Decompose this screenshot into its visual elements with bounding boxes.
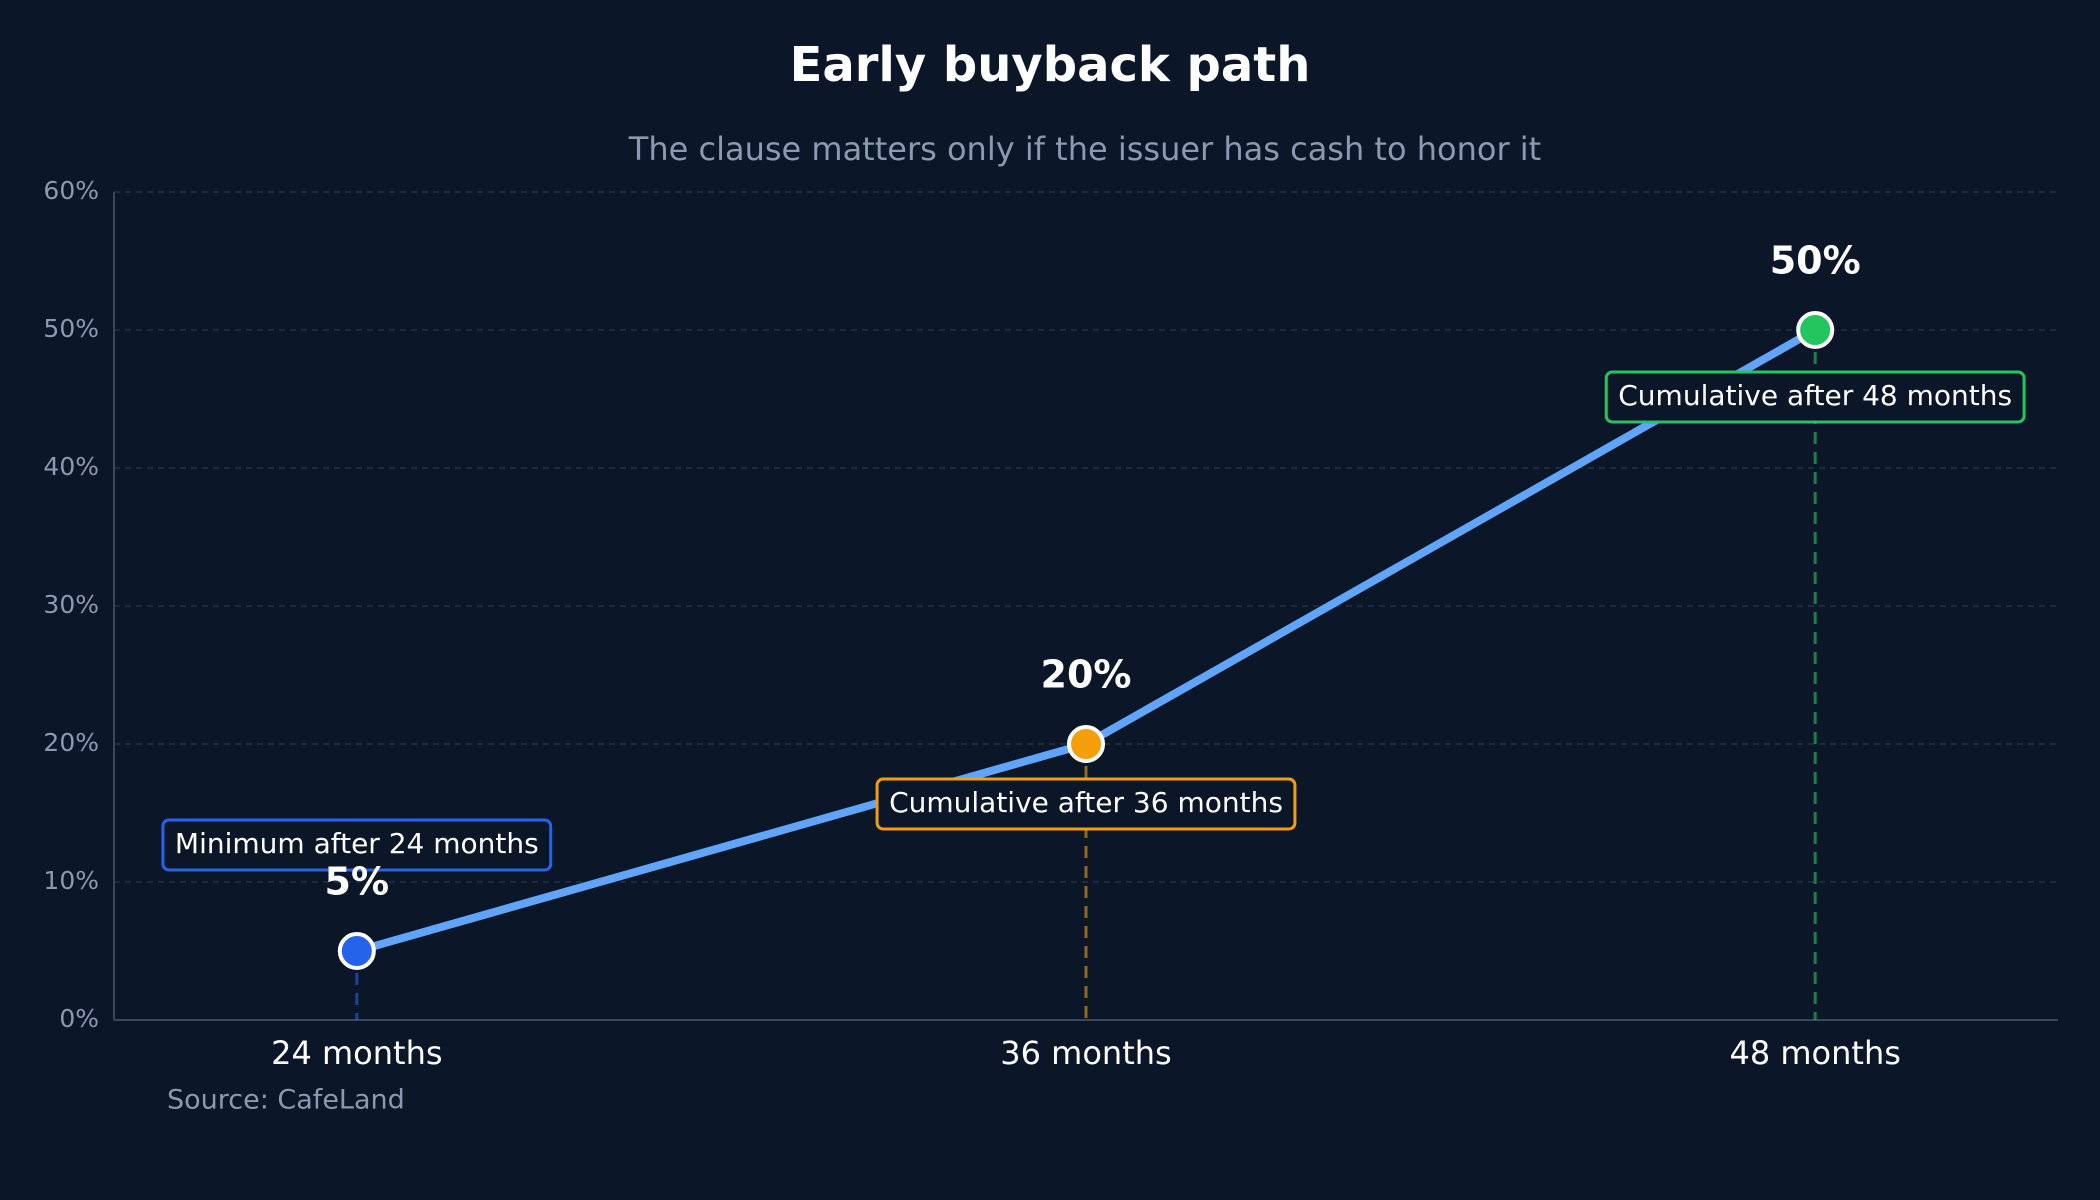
value-label: 50% [1770,239,1861,283]
annotation-text: Minimum after 24 months [175,827,539,860]
annotation-text: Cumulative after 48 months [1618,379,2012,412]
x-tick-label: 24 months [271,1034,442,1072]
y-tick-label: 50% [43,314,99,343]
x-tick-label: 36 months [1000,1034,1171,1072]
chart-title: Early buyback path [790,37,1311,93]
x-tick-label: 48 months [1729,1034,1900,1072]
annotation: Cumulative after 48 months [1604,370,2026,424]
y-tick-label: 40% [43,452,99,481]
annotation-box [161,818,553,872]
annotation: Minimum after 24 months [161,818,553,872]
value-label: 20% [1041,653,1132,697]
annotation-text: Cumulative after 36 months [889,786,1283,819]
data-point [1796,311,1835,349]
chart-subtitle: The clause matters only if the issuer ha… [628,130,1541,168]
source-note: Source: CafeLand [167,1085,405,1116]
y-tick-label: 0% [59,1004,99,1033]
y-tick-label: 60% [43,176,99,205]
y-tick-label: 10% [43,866,99,895]
annotation: Cumulative after 36 months [875,777,1297,831]
annotation-box [1604,370,2026,424]
value-label: 5% [325,860,390,904]
y-tick-label: 20% [43,728,99,757]
data-point [337,932,376,970]
annotation-box [875,777,1297,831]
y-tick-label: 30% [43,590,99,619]
data-point [1067,725,1105,763]
